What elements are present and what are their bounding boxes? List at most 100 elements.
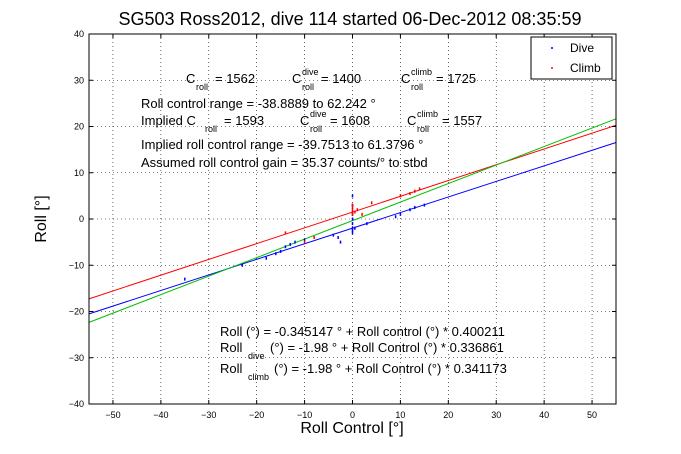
data-point-climb [399,194,402,198]
data-point-climb [356,208,359,212]
fit-dive-rest: (°) = -1.98 ° + Roll Control (°) * 0.336… [270,340,504,355]
implied-c-roll-climb-value: = 1557 [442,113,482,128]
data-point-dive [351,229,354,233]
implied-c-roll-dive-value: = 1608 [330,113,370,128]
roll-control-range: Roll control range = -38.8889 to 62.242 … [141,96,376,111]
implied-c-roll-climb-sup: climb [417,109,438,119]
x-tick-label: 10 [395,410,405,420]
x-axis-label: Roll Control [°] [300,420,403,437]
y-tick-label: 30 [74,75,84,85]
data-point-climb [313,236,315,239]
implied-roll-control-range: Implied roll control range = -39.7513 to… [141,137,423,152]
data-point-dive [184,277,186,281]
x-tick-label: 20 [443,410,453,420]
fit-climb-prefix: Roll [220,361,243,376]
c-roll-dive-value: = 1400 [321,71,361,86]
data-point-climb [351,203,354,207]
fit-climb-rest: (°) = -1.98 ° + Roll Control (°) * 0.341… [274,361,507,376]
y-tick-label: 40 [74,29,84,39]
data-point-climb [351,210,354,214]
data-point-dive [279,249,282,253]
data-point-dive [303,238,306,242]
implied-c-roll-dive-sub: roll [310,124,322,134]
annotation-c-roll: C roll = 1562 [186,71,255,92]
legend-label-dive: Dive [570,41,594,55]
y-tick-label: −30 [69,353,84,363]
annotation-implied-c-roll: Implied C roll = 1593 [141,113,264,134]
grid [89,34,616,404]
x-tick-label: −50 [105,410,120,420]
implied-c-roll-dive-base: C [300,113,309,128]
fit-climb-sub: climb [248,372,269,382]
annotation-implied-c-roll-climb: C climb roll = 1557 [407,109,482,134]
data-point-climb [351,212,354,216]
data-point-dive [351,231,354,235]
c-roll-climb-value: = 1725 [436,71,476,86]
data-point-dive [265,256,268,260]
data-point-dive [394,215,397,219]
y-tick-label: −20 [69,307,84,317]
c-roll-climb-base: C [401,71,410,86]
c-roll-base: C [186,71,195,86]
x-tick-label: 40 [539,410,549,420]
data-point-dive [332,233,335,237]
data-point-dive [423,203,426,207]
data-point-dive [366,222,368,226]
data-point-dive [409,208,411,212]
y-tick-label: 0 [79,214,84,224]
y-tick-label: 10 [74,168,84,178]
c-roll-climb-sup: climb [411,67,432,77]
x-tick-label: −30 [201,410,216,420]
data-point-dive [337,236,339,239]
legend-label-climb: Climb [570,61,601,75]
data-point-dive [351,194,354,198]
data-point-dive [351,226,354,230]
c-roll-dive-base: C [292,71,301,86]
c-roll-dive-sub: roll [302,82,314,92]
implied-c-roll-climb-base: C [407,113,416,128]
data-point-dive [399,212,402,216]
chart-title: SG503 Ross2012, dive 114 started 06-Dec-… [119,9,582,29]
legend-marker-climb [551,67,553,69]
annotation-c-roll-climb: C climb roll = 1725 [401,67,476,92]
annotation-c-roll-dive: C dive roll = 1400 [292,67,361,92]
legend-box [530,36,613,80]
data-point-dive [294,240,296,244]
legend: Dive Climb [530,36,613,80]
c-roll-value: = 1562 [215,71,255,86]
data-point-dive [339,240,342,244]
implied-c-roll-dive-sup: dive [310,109,327,119]
assumed-gain: Assumed roll control gain = 35.37 counts… [141,155,428,170]
data-point-climb [303,240,306,244]
c-roll-sub: roll [196,82,208,92]
data-points [184,187,426,281]
fit-all-equation: Roll (°) = -0.345147 ° + Roll control (°… [220,324,505,339]
data-point-dive [241,263,244,267]
data-point-climb [351,208,354,212]
data-point-dive [351,222,354,226]
axis-ticks: −50 −40 −30 −20 −10 0 10 20 30 40 50 −40 −30 −20 −10 0 1… [69,29,616,420]
legend-marker-dive [551,47,553,49]
data-point-dive [275,252,277,256]
x-tick-label: −40 [153,410,168,420]
data-point-dive [289,242,291,246]
fit-dive-prefix: Roll [220,340,243,355]
x-tick-label: −20 [249,410,264,420]
fit-climb-equation: Roll climb (°) = -1.98 ° + Roll Control … [220,361,507,382]
implied-c-roll-prefix: Implied C [141,113,196,128]
data-point-climb [284,231,287,235]
y-axis-label: Roll [°] [33,195,50,242]
y-tick-label: 20 [74,122,84,132]
x-tick-label: 50 [587,410,597,420]
x-tick-label: 0 [350,410,355,420]
data-point-dive [284,245,287,249]
data-point-climb [409,192,411,196]
implied-c-roll-value: = 1593 [224,113,264,128]
fit-line [88,118,617,323]
data-point-climb [418,187,421,191]
data-point-dive [351,217,354,221]
x-tick-label: −10 [297,410,312,420]
data-point-dive [354,226,356,230]
fit-dive-equation: Roll dive (°) = -1.98 ° + Roll Control (… [220,340,504,361]
